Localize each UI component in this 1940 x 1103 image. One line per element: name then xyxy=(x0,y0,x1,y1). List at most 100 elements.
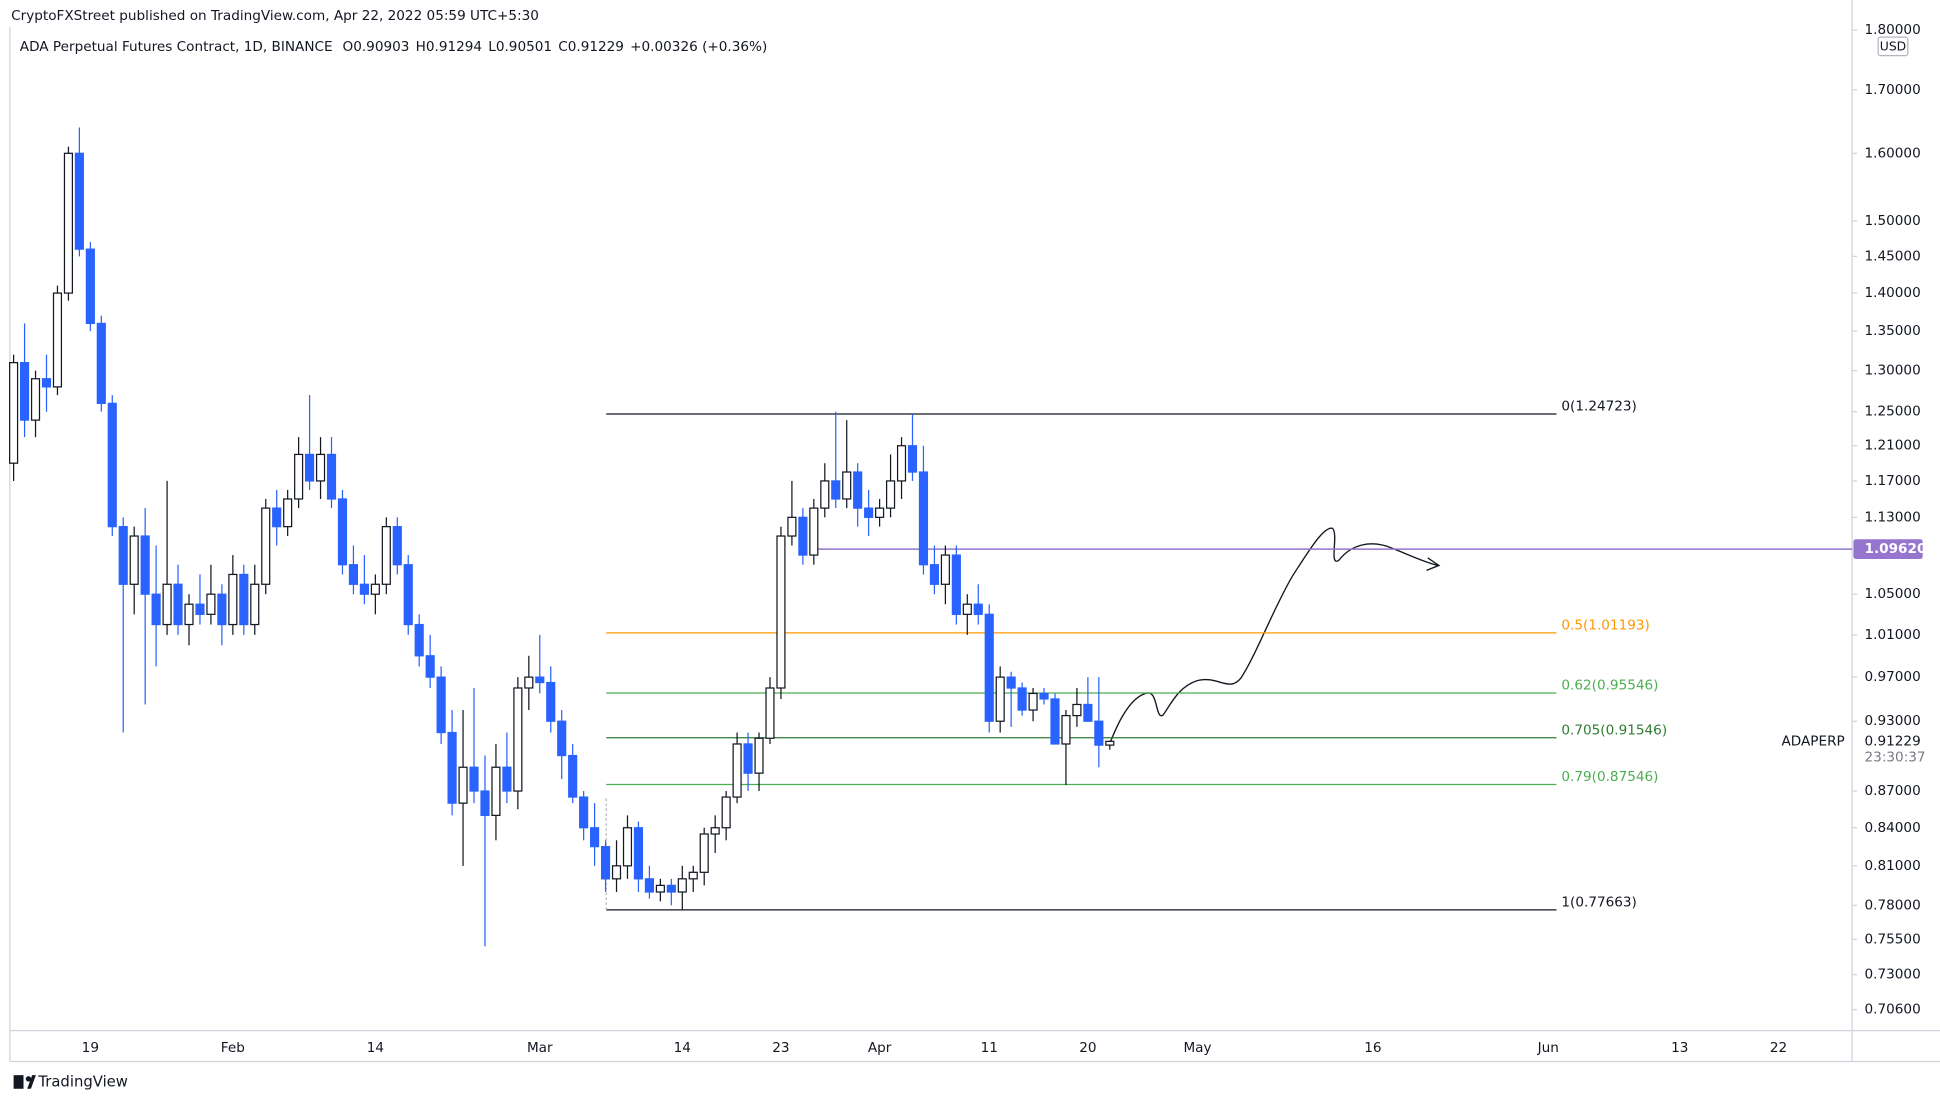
x-tick-label: Jun xyxy=(1537,1040,1559,1056)
candle-body xyxy=(666,884,676,893)
candle-body xyxy=(9,362,19,464)
legend-title: ADA Perpetual Futures Contract, 1D, BINA… xyxy=(20,39,333,55)
candle-body xyxy=(403,564,413,626)
logo-dot xyxy=(25,1076,32,1082)
y-tick-label: 1.17000 xyxy=(1865,473,1921,489)
last-price-label: 0.91229 xyxy=(1865,733,1921,749)
candle-body xyxy=(579,796,589,829)
candle-body xyxy=(699,833,709,873)
candle-body xyxy=(381,526,391,585)
candle-body xyxy=(590,827,600,848)
fib-level-label: 0.5(1.01193) xyxy=(1561,617,1649,633)
x-tick-label: 20 xyxy=(1079,1040,1096,1056)
x-tick-label: 19 xyxy=(82,1040,99,1056)
candle-body xyxy=(1105,740,1115,746)
symbol-tag: ADAPERP xyxy=(1781,733,1844,749)
candle-body xyxy=(875,507,885,518)
countdown: 23:30:37 xyxy=(1865,749,1926,765)
candle-body xyxy=(535,676,545,684)
candle-body xyxy=(655,884,665,893)
y-tick-label: 1.25000 xyxy=(1865,404,1921,420)
currency-box xyxy=(1877,36,1909,57)
candle-body xyxy=(228,573,238,626)
x-tick-label: 16 xyxy=(1364,1040,1381,1056)
candle-body xyxy=(337,498,348,566)
logo-slash xyxy=(27,1075,36,1089)
candle-body xyxy=(765,687,775,739)
y-tick-label: 1.35000 xyxy=(1865,323,1921,339)
candle-body xyxy=(458,766,468,804)
y-tick-label: 0.81000 xyxy=(1865,858,1921,874)
candle-body xyxy=(425,655,435,678)
candle-body xyxy=(74,152,84,250)
candle-body xyxy=(809,507,819,556)
y-tick-label: 1.30000 xyxy=(1865,363,1921,379)
candle-body xyxy=(984,613,994,722)
x-tick-label: 11 xyxy=(981,1040,998,1056)
candle-body xyxy=(1072,703,1082,717)
x-tick-label: 14 xyxy=(367,1040,384,1056)
y-tick-label: 0.97000 xyxy=(1865,669,1921,685)
logo-bar xyxy=(13,1075,24,1089)
legend-ohlc-value: 0.90903 xyxy=(353,39,409,55)
fib-level-label: 0(1.24723) xyxy=(1561,399,1636,415)
published-note: CryptoFXStreet published on TradingView.… xyxy=(11,8,539,24)
candle-body xyxy=(469,766,479,792)
candle-body xyxy=(19,362,30,421)
candle-body xyxy=(392,526,402,566)
candle-body xyxy=(184,603,194,626)
candle-body xyxy=(885,480,896,509)
y-tick-label: 1.70000 xyxy=(1865,82,1921,98)
legend-ohlc-value: 0.91294 xyxy=(426,39,482,55)
x-tick-label: Apr xyxy=(868,1040,892,1056)
candle-body xyxy=(743,743,753,774)
legend-ohlc-value: 0.91229 xyxy=(568,39,624,55)
candle-body xyxy=(1028,692,1038,711)
y-tick-label: 0.70600 xyxy=(1865,1002,1921,1018)
candle-body xyxy=(896,445,907,482)
y-tick-label: 1.21000 xyxy=(1865,438,1921,454)
candle-body xyxy=(1061,714,1071,745)
projection-arrow xyxy=(1109,527,1441,744)
footer-brand: TradingView xyxy=(37,1074,128,1091)
candle-body xyxy=(1039,692,1049,700)
candle-body xyxy=(217,593,227,626)
candle-body xyxy=(63,152,74,294)
candle-body xyxy=(107,402,117,528)
candle-body xyxy=(491,766,501,816)
candle-body xyxy=(864,507,874,518)
candle-body xyxy=(1006,676,1016,689)
price-line-tag xyxy=(1853,539,1923,560)
candle-body xyxy=(129,535,139,585)
candle-body xyxy=(315,453,326,482)
candle-body xyxy=(436,676,446,734)
y-tick-label: 1.60000 xyxy=(1865,145,1921,161)
candle-body xyxy=(261,507,271,585)
y-tick-label: 0.87000 xyxy=(1865,783,1921,799)
candle-body xyxy=(644,878,654,893)
candle-body xyxy=(30,378,41,421)
legend-ohlc-letter: C xyxy=(558,39,568,55)
candle-body xyxy=(524,676,534,689)
candle-body xyxy=(940,554,950,585)
candle-body xyxy=(907,445,918,473)
candle-body xyxy=(250,583,260,626)
candle-body xyxy=(1050,698,1060,745)
candle-body xyxy=(294,453,304,500)
candle-body xyxy=(359,583,369,595)
candle-body xyxy=(951,554,961,615)
symbol-legend: ADA Perpetual Futures Contract, 1D, BINA… xyxy=(20,39,767,55)
y-tick-label: 0.75500 xyxy=(1865,931,1921,947)
candle-body xyxy=(195,603,205,615)
candle-body xyxy=(776,535,786,689)
candle-body xyxy=(929,564,939,585)
price-line-label: 1.09620 xyxy=(1865,541,1927,557)
candle-body xyxy=(414,623,424,657)
legend-ohlc-letter: L xyxy=(488,39,496,55)
candle-body xyxy=(688,871,698,880)
candle-body xyxy=(41,378,52,388)
candle-body xyxy=(995,676,1005,722)
candle-body xyxy=(283,498,293,528)
